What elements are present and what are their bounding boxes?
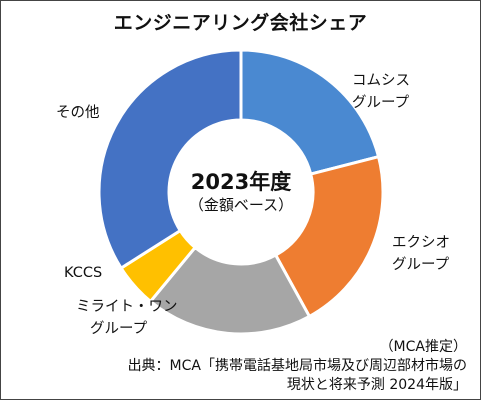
chart-title: エンジニアリング会社シェア xyxy=(113,12,368,34)
center-year-label: 2023年度 xyxy=(190,170,292,194)
slice-label-line: コムシス xyxy=(352,73,410,89)
slice-mirait-one xyxy=(148,245,312,336)
slice-others xyxy=(97,48,243,271)
slice-label-line: グループ xyxy=(352,95,410,111)
source-line: 現状と将来予測 2024年版」 xyxy=(286,377,467,393)
slice-label-kccs: KCCS xyxy=(64,262,102,284)
slice-comsys xyxy=(239,48,381,176)
slice-label-line: グループ xyxy=(90,321,148,337)
slice-label-mirait-one: ミライト・ワン グループ xyxy=(76,296,178,340)
slice-label-line: KCCS xyxy=(64,265,103,281)
slice-label-line: その他 xyxy=(56,105,100,121)
slice-label-exeo: エクシオ グループ xyxy=(392,232,450,276)
source-line: 出典：MCA「携帯電話基地局市場及び周辺部材市場の xyxy=(127,358,467,374)
slice-label-line: グループ xyxy=(392,257,450,273)
center-basis-label: （金額ベース） xyxy=(188,196,294,214)
slice-exeo xyxy=(273,154,385,319)
slice-label-comsys: コムシス グループ xyxy=(352,70,410,114)
source-note: （MCA推定） 出典：MCA「携帯電話基地局市場及び周辺部材市場の 現状と将来予… xyxy=(128,338,467,395)
slice-label-others: その他 xyxy=(56,102,100,124)
slice-label-line: ミライト・ワン xyxy=(76,299,178,315)
source-line: （MCA推定） xyxy=(379,339,467,355)
slice-label-line: エクシオ xyxy=(392,235,450,251)
